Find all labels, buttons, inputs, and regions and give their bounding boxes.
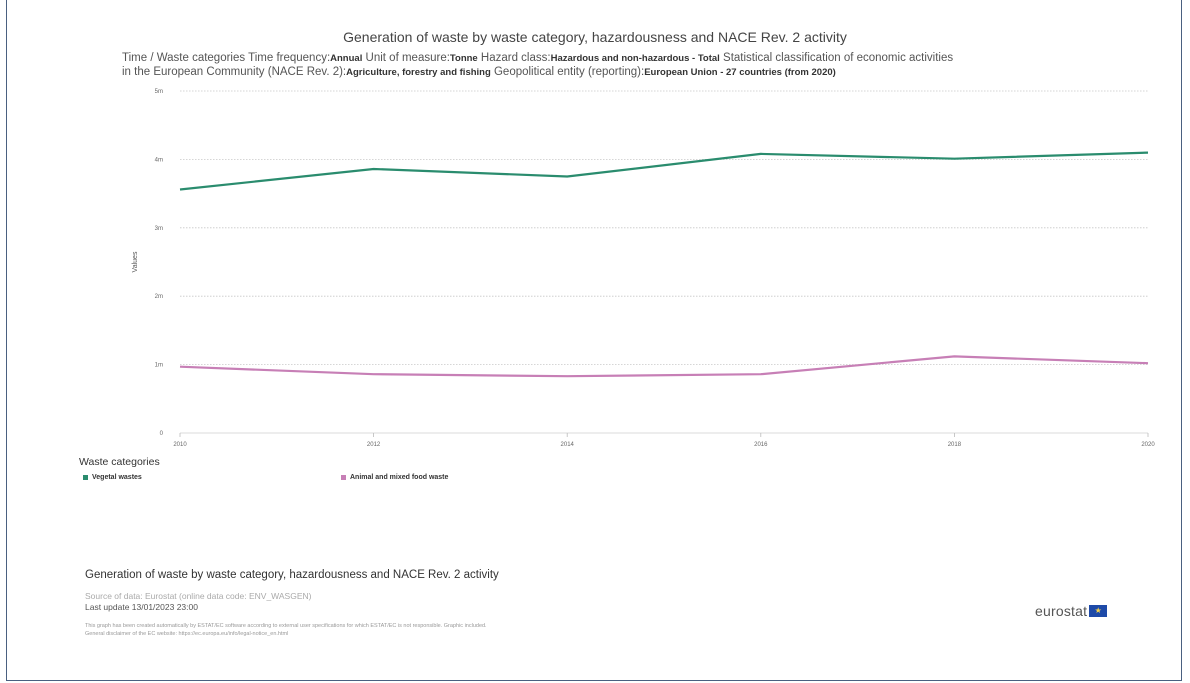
data-point[interactable] xyxy=(1145,150,1151,156)
legend-swatch xyxy=(341,475,346,480)
x-axis-ticks: 2010 2012 2014 2016 2018 2020 xyxy=(173,433,1155,448)
y-tick-label: 2m xyxy=(155,294,163,300)
data-point[interactable] xyxy=(371,371,377,377)
series-line-animal-food-waste[interactable] xyxy=(180,356,1148,376)
data-point[interactable] xyxy=(758,151,764,157)
footer-title: Generation of waste by waste category, h… xyxy=(85,569,499,581)
legend-label: Vegetal wastes xyxy=(92,474,142,481)
data-point[interactable] xyxy=(1145,360,1151,366)
x-tick-label: 2020 xyxy=(1141,442,1155,448)
legend-label: Animal and mixed food waste xyxy=(350,474,448,481)
y-axis-label: Values xyxy=(132,251,139,272)
footer-source: Source of data: Eurostat (online data co… xyxy=(85,591,311,601)
x-tick-label: 2016 xyxy=(754,442,768,448)
y-axis-ticks: 0 1m 2m 3m 4m 5m xyxy=(155,89,164,437)
data-point[interactable] xyxy=(951,156,957,162)
legend-title: Waste categories xyxy=(79,456,160,468)
footer-last-update: Last update 13/01/2023 23:00 xyxy=(85,602,198,612)
footer-disclaimer-link: General disclaimer of the EC website: ht… xyxy=(85,631,288,637)
series-line-vegetal-wastes[interactable] xyxy=(180,153,1148,190)
legend-item-vegetal-wastes[interactable]: Vegetal wastes xyxy=(83,474,142,481)
legend-item-animal-food-waste[interactable]: Animal and mixed food waste xyxy=(341,474,448,481)
eurostat-logo: eurostat ★ xyxy=(1035,603,1107,619)
eu-flag-icon: ★ xyxy=(1089,605,1107,617)
series-lines xyxy=(177,150,1151,380)
footer-disclaimer: This graph has been created automaticall… xyxy=(85,623,487,629)
y-tick-label: 3m xyxy=(155,226,163,232)
y-tick-label: 1m xyxy=(155,363,163,369)
y-tick-label: 4m xyxy=(155,157,163,163)
data-point[interactable] xyxy=(371,166,377,172)
data-point[interactable] xyxy=(564,174,570,180)
y-tick-label: 0 xyxy=(160,431,164,437)
y-tick-label: 5m xyxy=(155,89,163,95)
logo-text: eurostat xyxy=(1035,603,1087,619)
data-point[interactable] xyxy=(177,186,183,192)
legend-swatch xyxy=(83,475,88,480)
x-tick-label: 2014 xyxy=(561,442,575,448)
x-tick-label: 2018 xyxy=(948,442,962,448)
x-tick-label: 2010 xyxy=(173,442,187,448)
data-point[interactable] xyxy=(564,373,570,379)
data-point[interactable] xyxy=(951,353,957,359)
x-tick-label: 2012 xyxy=(367,442,381,448)
data-point[interactable] xyxy=(177,364,183,370)
data-point[interactable] xyxy=(758,371,764,377)
grid-lines xyxy=(180,91,1148,433)
